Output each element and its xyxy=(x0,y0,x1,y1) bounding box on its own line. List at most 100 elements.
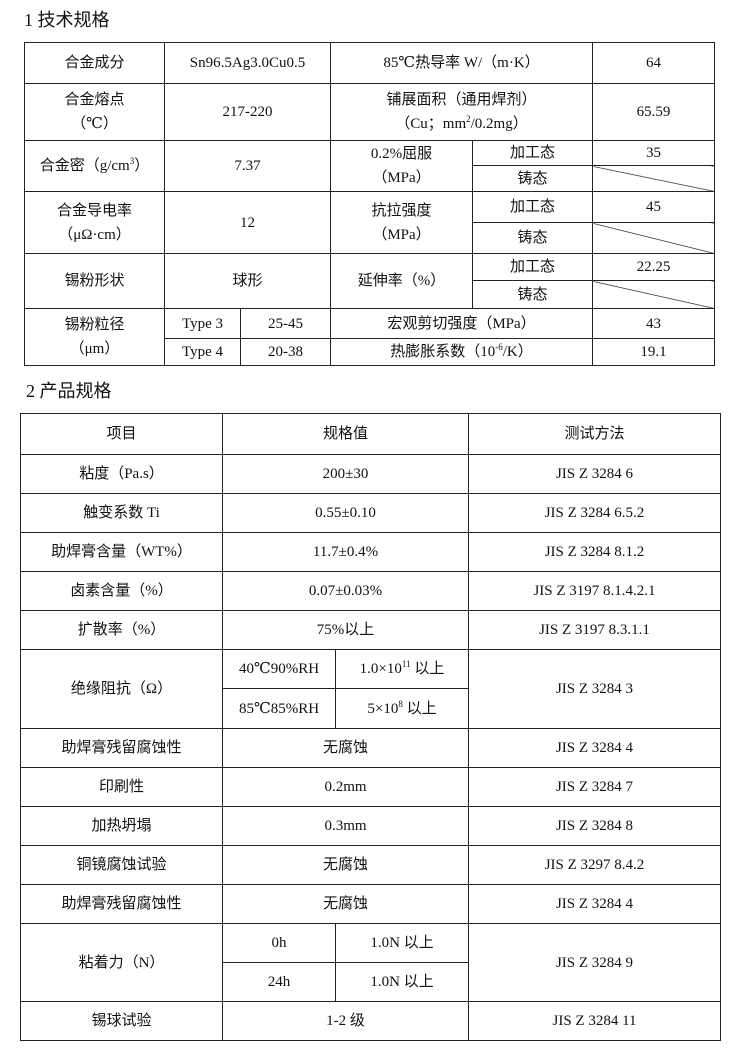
cell: 粘度（Pa.s） xyxy=(20,454,223,494)
cell: 合金导电率 （μΩ·cm） xyxy=(24,191,165,254)
cell: 抗拉强度 （MPa） xyxy=(330,191,473,254)
label: 以上 xyxy=(402,700,437,717)
cell: 7.37 xyxy=(164,140,331,192)
table-row: 加热坍塌 0.3mm JIS Z 3284 8 xyxy=(20,806,722,846)
cell: JIS Z 3284 11 xyxy=(468,1001,722,1041)
cell: 加工态 xyxy=(471,253,594,281)
table-row: 助焊膏残留腐蚀性 无腐蚀 JIS Z 3284 4 xyxy=(20,728,722,768)
cell: 1.0N 以上 xyxy=(334,923,470,963)
cell: 合金密（g/cm3） xyxy=(24,140,165,192)
cell: 印刷性 xyxy=(20,767,223,807)
label: 0.2%屈服 xyxy=(370,146,433,162)
label: 合金密（g/cm xyxy=(39,158,130,174)
cell: JIS Z 3297 8.4.2 xyxy=(468,845,722,885)
empty-slash-cell xyxy=(592,280,716,309)
cell: 43 xyxy=(592,308,716,339)
empty-slash-cell xyxy=(592,165,716,192)
cell: 无腐蚀 xyxy=(221,845,470,885)
cell: 扩散率（%） xyxy=(20,610,223,650)
cell: JIS Z 3197 8.1.4.2.1 xyxy=(468,571,722,611)
cell: 24h xyxy=(222,962,336,1002)
cell: Sn96.5Ag3.0Cu0.5 xyxy=(164,42,331,84)
cell: 无腐蚀 xyxy=(221,884,470,924)
table-header-row: 项目 规格值 测试方法 xyxy=(20,413,722,455)
cell: 球形 xyxy=(164,253,331,309)
section-2-title: 2 产品规格 xyxy=(26,381,112,401)
cell: 20-38 xyxy=(240,338,331,366)
table-row: 触变系数 Ti 0.55±0.10 JIS Z 3284 6.5.2 xyxy=(20,493,722,533)
table-row: 85℃85%RH 5×108 以上 xyxy=(21,688,721,729)
cell: 1-2 级 xyxy=(221,1001,470,1041)
label: 合金导电率 xyxy=(56,202,132,219)
cell: JIS Z 3284 7 xyxy=(468,767,722,807)
cell: JIS Z 3284 6 xyxy=(468,454,722,494)
cell: 11.7±0.4% xyxy=(221,532,470,572)
cell: JIS Z 3284 8 xyxy=(468,806,722,846)
cell: 0.07±0.03% xyxy=(221,571,470,611)
table-row: 锡粉粒径 （μm） Type 3 25-45 宏观剪切强度（MPa） 43 xyxy=(24,308,716,366)
technical-spec-table: 合金成分 Sn96.5Ag3.0Cu0.5 85℃热导率 W/（m·K） 64 … xyxy=(24,42,716,366)
cell: 宏观剪切强度（MPa） xyxy=(329,308,594,339)
cell: 22.25 xyxy=(592,253,716,281)
cell: 绝缘阻抗（Ω） xyxy=(20,649,223,729)
cell: 加热坍塌 xyxy=(20,806,223,846)
label: 锡粉粒径 xyxy=(64,317,125,333)
cell: 铸态 xyxy=(471,165,594,192)
cell: 延伸率（%） xyxy=(330,253,473,309)
label: 合金熔点 xyxy=(64,92,125,108)
table-row: 扩散率（%） 75%以上 JIS Z 3197 8.3.1.1 xyxy=(20,610,722,650)
label: /K） xyxy=(502,344,533,360)
cell: 锡粉形状 xyxy=(24,253,165,309)
table-row: 合金导电率 （μΩ·cm） 12 抗拉强度 （MPa） 加工态 45 xyxy=(24,191,716,254)
cell: 85℃85%RH xyxy=(222,688,336,729)
column-header: 规格值 xyxy=(221,413,470,455)
cell: 加工态 xyxy=(471,191,594,223)
section-1-title: 1 技术规格 xyxy=(24,10,110,30)
table-row: 铜镜腐蚀试验 无腐蚀 JIS Z 3297 8.4.2 xyxy=(20,845,722,885)
label: （Cu；mm xyxy=(395,116,467,132)
table-row: 锡粉形状 球形 延伸率（%） 加工态 22.25 xyxy=(24,253,716,309)
cell: 5×108 以上 xyxy=(334,688,470,729)
sup: -6 xyxy=(495,342,503,352)
label: （μΩ·cm） xyxy=(58,226,131,243)
cell: 助焊膏含量（WT%） xyxy=(20,532,223,572)
cell: 1.0N 以上 xyxy=(334,962,470,1002)
table-row: 合金密（g/cm3） 7.37 0.2%屈服 （MPa） 加工态 35 xyxy=(24,140,716,192)
cell: 粘着力（N） xyxy=(20,923,223,1002)
cell: 64 xyxy=(592,42,716,84)
cell: 合金成分 xyxy=(24,42,165,84)
product-spec-table: 项目 规格值 测试方法 粘度（Pa.s） 200±30 JIS Z 3284 6 触变… xyxy=(20,413,722,1041)
table-row: 铸态 xyxy=(25,165,716,192)
cell: JIS Z 3284 4 xyxy=(468,728,722,768)
table-row: 合金熔点 （℃） 217-220 铺展面积（通用焊剂） （Cu；mm2/0.2mg）… xyxy=(24,83,716,141)
label: （℃） xyxy=(71,116,118,132)
cell: Type 4 xyxy=(164,338,241,366)
cell: 0h xyxy=(222,923,336,963)
cell: 热膨胀系数（10-6/K） xyxy=(329,338,594,366)
cell: 锡球试验 xyxy=(20,1001,223,1041)
table-row: Type 4 20-38 热膨胀系数（10-6/K） 19.1 xyxy=(25,338,716,366)
label: （MPa） xyxy=(372,170,431,186)
table-row: 粘度（Pa.s） 200±30 JIS Z 3284 6 xyxy=(20,454,722,494)
table-row: 绝缘阻抗（Ω） 40℃90%RH 1.0×1011 以上 JIS Z 3284 … xyxy=(20,649,722,729)
cell: 无腐蚀 xyxy=(221,728,470,768)
cell: JIS Z 3284 8.1.2 xyxy=(468,532,722,572)
table-row: 粘着力（N） 0h 1.0N 以上 JIS Z 3284 9 xyxy=(20,923,722,1002)
table-row: 合金成分 Sn96.5Ag3.0Cu0.5 85℃热导率 W/（m·K） 64 xyxy=(24,42,716,84)
sup: 11 xyxy=(401,659,411,669)
cell: 85℃热导率 W/（m·K） xyxy=(329,42,594,84)
table-row: 助焊膏含量（WT%） 11.7±0.4% JIS Z 3284 8.1.2 xyxy=(20,532,722,572)
cell: JIS Z 3284 3 xyxy=(468,649,722,729)
cell: 65.59 xyxy=(592,83,716,141)
empty-slash-cell xyxy=(592,222,716,254)
label: 以上 xyxy=(410,661,445,677)
label: 抗拉强度 xyxy=(371,202,432,219)
label: /0.2mg） xyxy=(470,116,528,132)
table-row: 铸态 xyxy=(25,222,716,254)
cell: 1.0×1011 以上 xyxy=(334,649,470,689)
cell: 217-220 xyxy=(164,83,331,141)
sup: 2 xyxy=(466,114,471,124)
cell: 铺展面积（通用焊剂） （Cu；mm2/0.2mg） xyxy=(329,83,594,141)
cell: 助焊膏残留腐蚀性 xyxy=(20,728,223,768)
label: 铺展面积（通用焊剂） xyxy=(386,92,537,108)
